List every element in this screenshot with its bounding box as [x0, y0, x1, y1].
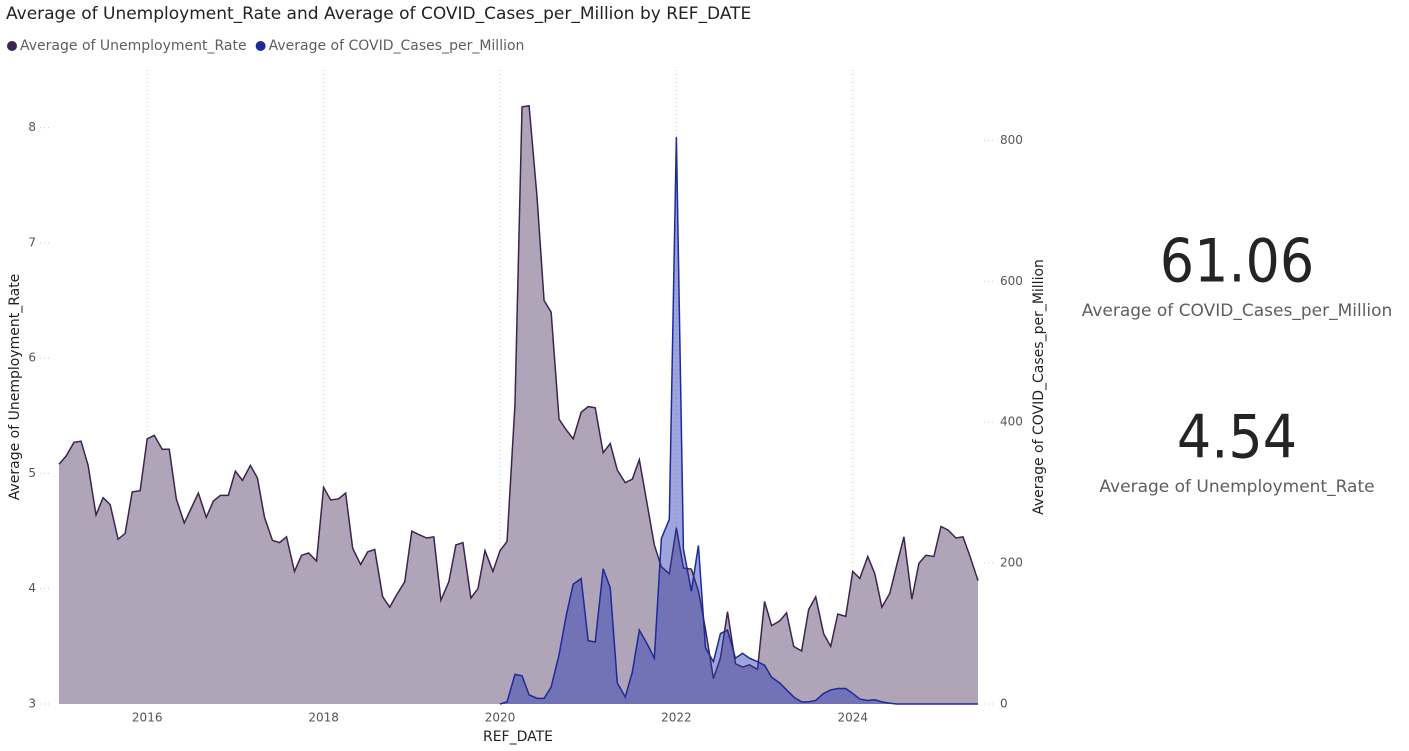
area-line: [58, 104, 979, 679]
legend-label: Average of Unemployment_Rate: [20, 38, 247, 54]
y-tick-label: 3: [28, 697, 36, 711]
x-tick-label: 2020: [485, 711, 516, 725]
x-axis-title: REF_DATE: [483, 729, 553, 745]
area-fill: [59, 105, 978, 704]
y2-tick-label: 600: [1000, 274, 1023, 288]
card-value: 61.06: [1160, 227, 1314, 297]
y-tick-label: 4: [28, 581, 36, 595]
legend-marker: [255, 41, 266, 51]
card-label: Average of COVID_Cases_per_Million: [1082, 301, 1393, 321]
x-tick-label: 2024: [837, 711, 868, 725]
y2-tick-label: 200: [1000, 556, 1023, 570]
y2-tick-label: 400: [1000, 415, 1023, 429]
card-value: 4.54: [1177, 403, 1297, 473]
y-tick-label: 6: [28, 351, 36, 365]
y-axis-title: Average of Unemployment_Rate: [7, 274, 23, 501]
area-line: [499, 136, 978, 705]
x-tick-label: 2022: [661, 711, 692, 725]
y2-axis-title: Average of COVID_Cases_per_Million: [1031, 259, 1047, 515]
x-tick-label: 2016: [132, 711, 163, 725]
y-tick-label: 8: [28, 120, 36, 134]
y-tick-label: 7: [28, 235, 36, 249]
y2-tick-label: 800: [1000, 133, 1023, 147]
legend-marker: [7, 41, 17, 51]
card-label: Average of Unemployment_Rate: [1099, 477, 1374, 497]
y2-tick-label: 0: [1000, 697, 1008, 711]
chart-title: Average of Unemployment_Rate and Average…: [6, 4, 751, 24]
y-tick-label: 5: [28, 466, 36, 480]
legend-label: Average of COVID_Cases_per_Million: [269, 38, 525, 54]
x-tick-label: 2018: [308, 711, 339, 725]
